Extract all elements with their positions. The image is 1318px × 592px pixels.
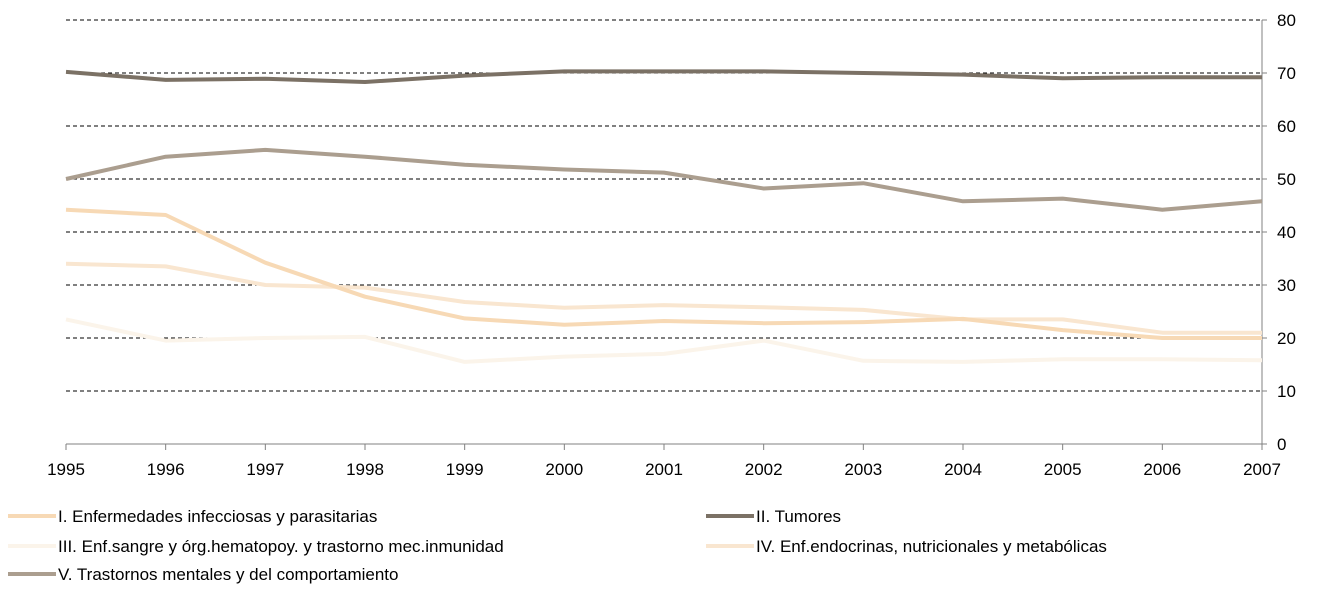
legend-entry-label: V. Trastornos mentales y del comportamie… [58, 565, 398, 584]
x-tick-label: 1998 [346, 460, 384, 479]
y-tick-label: 0 [1277, 435, 1286, 454]
x-tick-label: 2003 [844, 460, 882, 479]
x-tick-label: 1995 [47, 460, 85, 479]
legend-entry-label: I. Enfermedades infecciosas y parasitari… [58, 507, 377, 526]
x-tick-label: 2000 [545, 460, 583, 479]
y-tick-label: 50 [1277, 170, 1296, 189]
x-tick-label: 2005 [1044, 460, 1082, 479]
y-tick-label: 60 [1277, 117, 1296, 136]
series-line-2 [65, 69, 1262, 84]
series-line-3 [65, 317, 1263, 364]
y-tick-label: 70 [1277, 64, 1296, 83]
y-tick-label: 10 [1277, 382, 1296, 401]
x-tick-label: 2002 [745, 460, 783, 479]
x-tick-label: 2001 [645, 460, 683, 479]
series-lines [65, 69, 1263, 364]
x-tick-label: 2004 [944, 460, 982, 479]
x-tick-label: 2006 [1143, 460, 1181, 479]
y-tick-label: 40 [1277, 223, 1296, 242]
series-line-4 [65, 261, 1262, 335]
legend-entry-label: II. Tumores [756, 507, 841, 526]
x-tick-label: 1997 [246, 460, 284, 479]
series-line-5 [65, 147, 1263, 212]
y-tick-label: 80 [1277, 11, 1296, 30]
series-line-1 [65, 207, 1262, 340]
legend-entry-label: III. Enf.sangre y órg.hematopoy. y trast… [58, 537, 504, 556]
y-tick-label: 20 [1277, 329, 1296, 348]
x-tick-label: 2007 [1243, 460, 1281, 479]
axes: 0 10 20 30 40 50 60 70 80 1995 1996 1997 1998 1999 200… [47, 11, 1296, 479]
gridlines [66, 19, 1262, 392]
legend: I. Enfermedades infecciosas y parasitari… [8, 507, 1107, 584]
x-tick-label: 1996 [147, 460, 185, 479]
x-tick-label: 1999 [446, 460, 484, 479]
y-tick-label: 30 [1277, 276, 1296, 295]
legend-entry-label: IV. Enf.endocrinas, nutricionales y meta… [756, 537, 1107, 556]
